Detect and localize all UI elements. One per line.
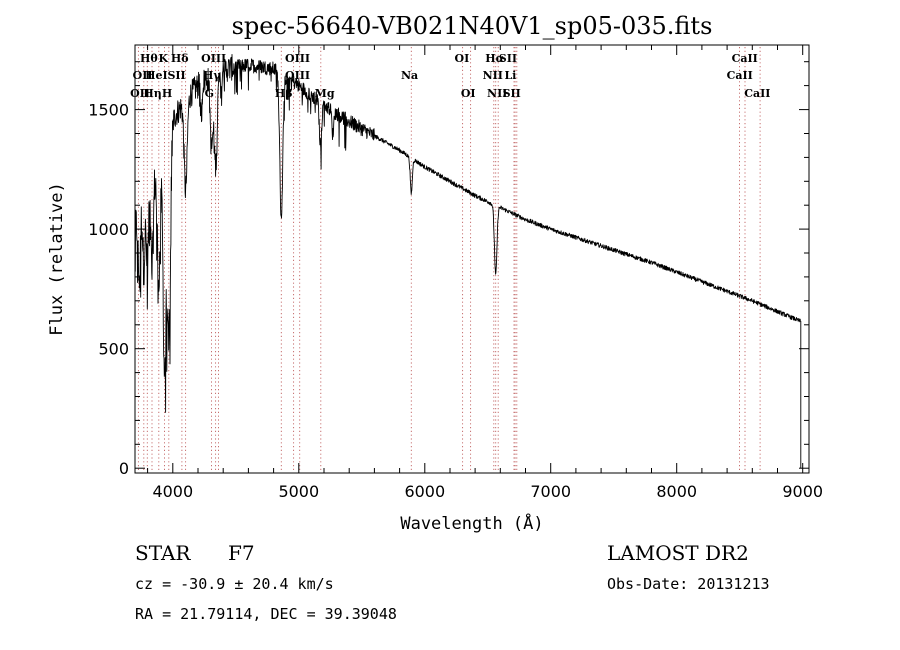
line-label-8: H — [162, 87, 172, 100]
y-axis-label: Flux (relative) — [47, 182, 67, 336]
line-label-18: OI — [461, 87, 476, 100]
line-label-4: HeI — [145, 69, 168, 82]
line-label-23: NII — [487, 87, 507, 100]
object-type: STAR — [135, 541, 191, 565]
line-label-19: Hα — [485, 52, 504, 65]
line-label-7: Hη — [143, 87, 161, 100]
line-label-20: SII — [499, 52, 517, 65]
line-label-1: K — [159, 52, 169, 65]
subclass: F7 — [228, 541, 255, 565]
spectrum-line — [134, 54, 802, 469]
y-tick-label: 500 — [98, 340, 129, 359]
line-label-12: OIII — [285, 52, 310, 65]
line-label-26: CaII — [727, 69, 753, 82]
y-tick-label: 1500 — [88, 101, 129, 120]
line-label-3: OII — [133, 69, 153, 82]
plot-frame — [134, 44, 810, 474]
y-tick-label: 1000 — [88, 220, 129, 239]
line-label-27: CaII — [744, 87, 770, 100]
line-label-16: Na — [401, 69, 418, 82]
x-axis: 4000 5000 6000 7000 8000 9000 — [147, 45, 823, 501]
x-tick-label: 4000 — [152, 482, 193, 501]
spectrum-group — [134, 54, 802, 469]
line-label-0: Hθ — [140, 52, 158, 65]
line-label-15: Mg — [315, 87, 335, 100]
x-tick-label: 7000 — [530, 482, 571, 501]
line-label-5: SII — [167, 69, 185, 82]
line-label-25: CaII — [732, 52, 758, 65]
x-tick-label: 5000 — [278, 482, 319, 501]
marker-lines-group — [137, 47, 761, 471]
x-tick-label: 6000 — [404, 482, 445, 501]
line-label-21: NII — [483, 69, 503, 82]
survey-label: LAMOST DR2 — [607, 541, 749, 565]
coordinates: RA = 21.79114, DEC = 39.39048 — [135, 605, 397, 623]
chart-title: spec-56640-VB021N40V1_sp05-035.fits — [232, 12, 713, 40]
line-label-17: OI — [455, 52, 470, 65]
y-tick-label: 0 — [119, 459, 129, 478]
line-label-9: OIII — [201, 52, 226, 65]
y-axis: 0 500 1000 1500 — [88, 61, 809, 478]
x-tick-label: 8000 — [656, 482, 697, 501]
obs-date: Obs-Date: 20131213 — [607, 575, 770, 593]
cz-value: cz = -30.9 ± 20.4 km/s — [135, 575, 334, 593]
line-label-13: OIII — [285, 69, 310, 82]
x-axis-label: Wavelength (Å) — [400, 512, 543, 534]
x-tick-label: 9000 — [782, 482, 823, 501]
line-label-24: SII — [503, 87, 521, 100]
line-label-22: Li — [504, 69, 516, 82]
line-label-2: Hδ — [171, 52, 189, 65]
